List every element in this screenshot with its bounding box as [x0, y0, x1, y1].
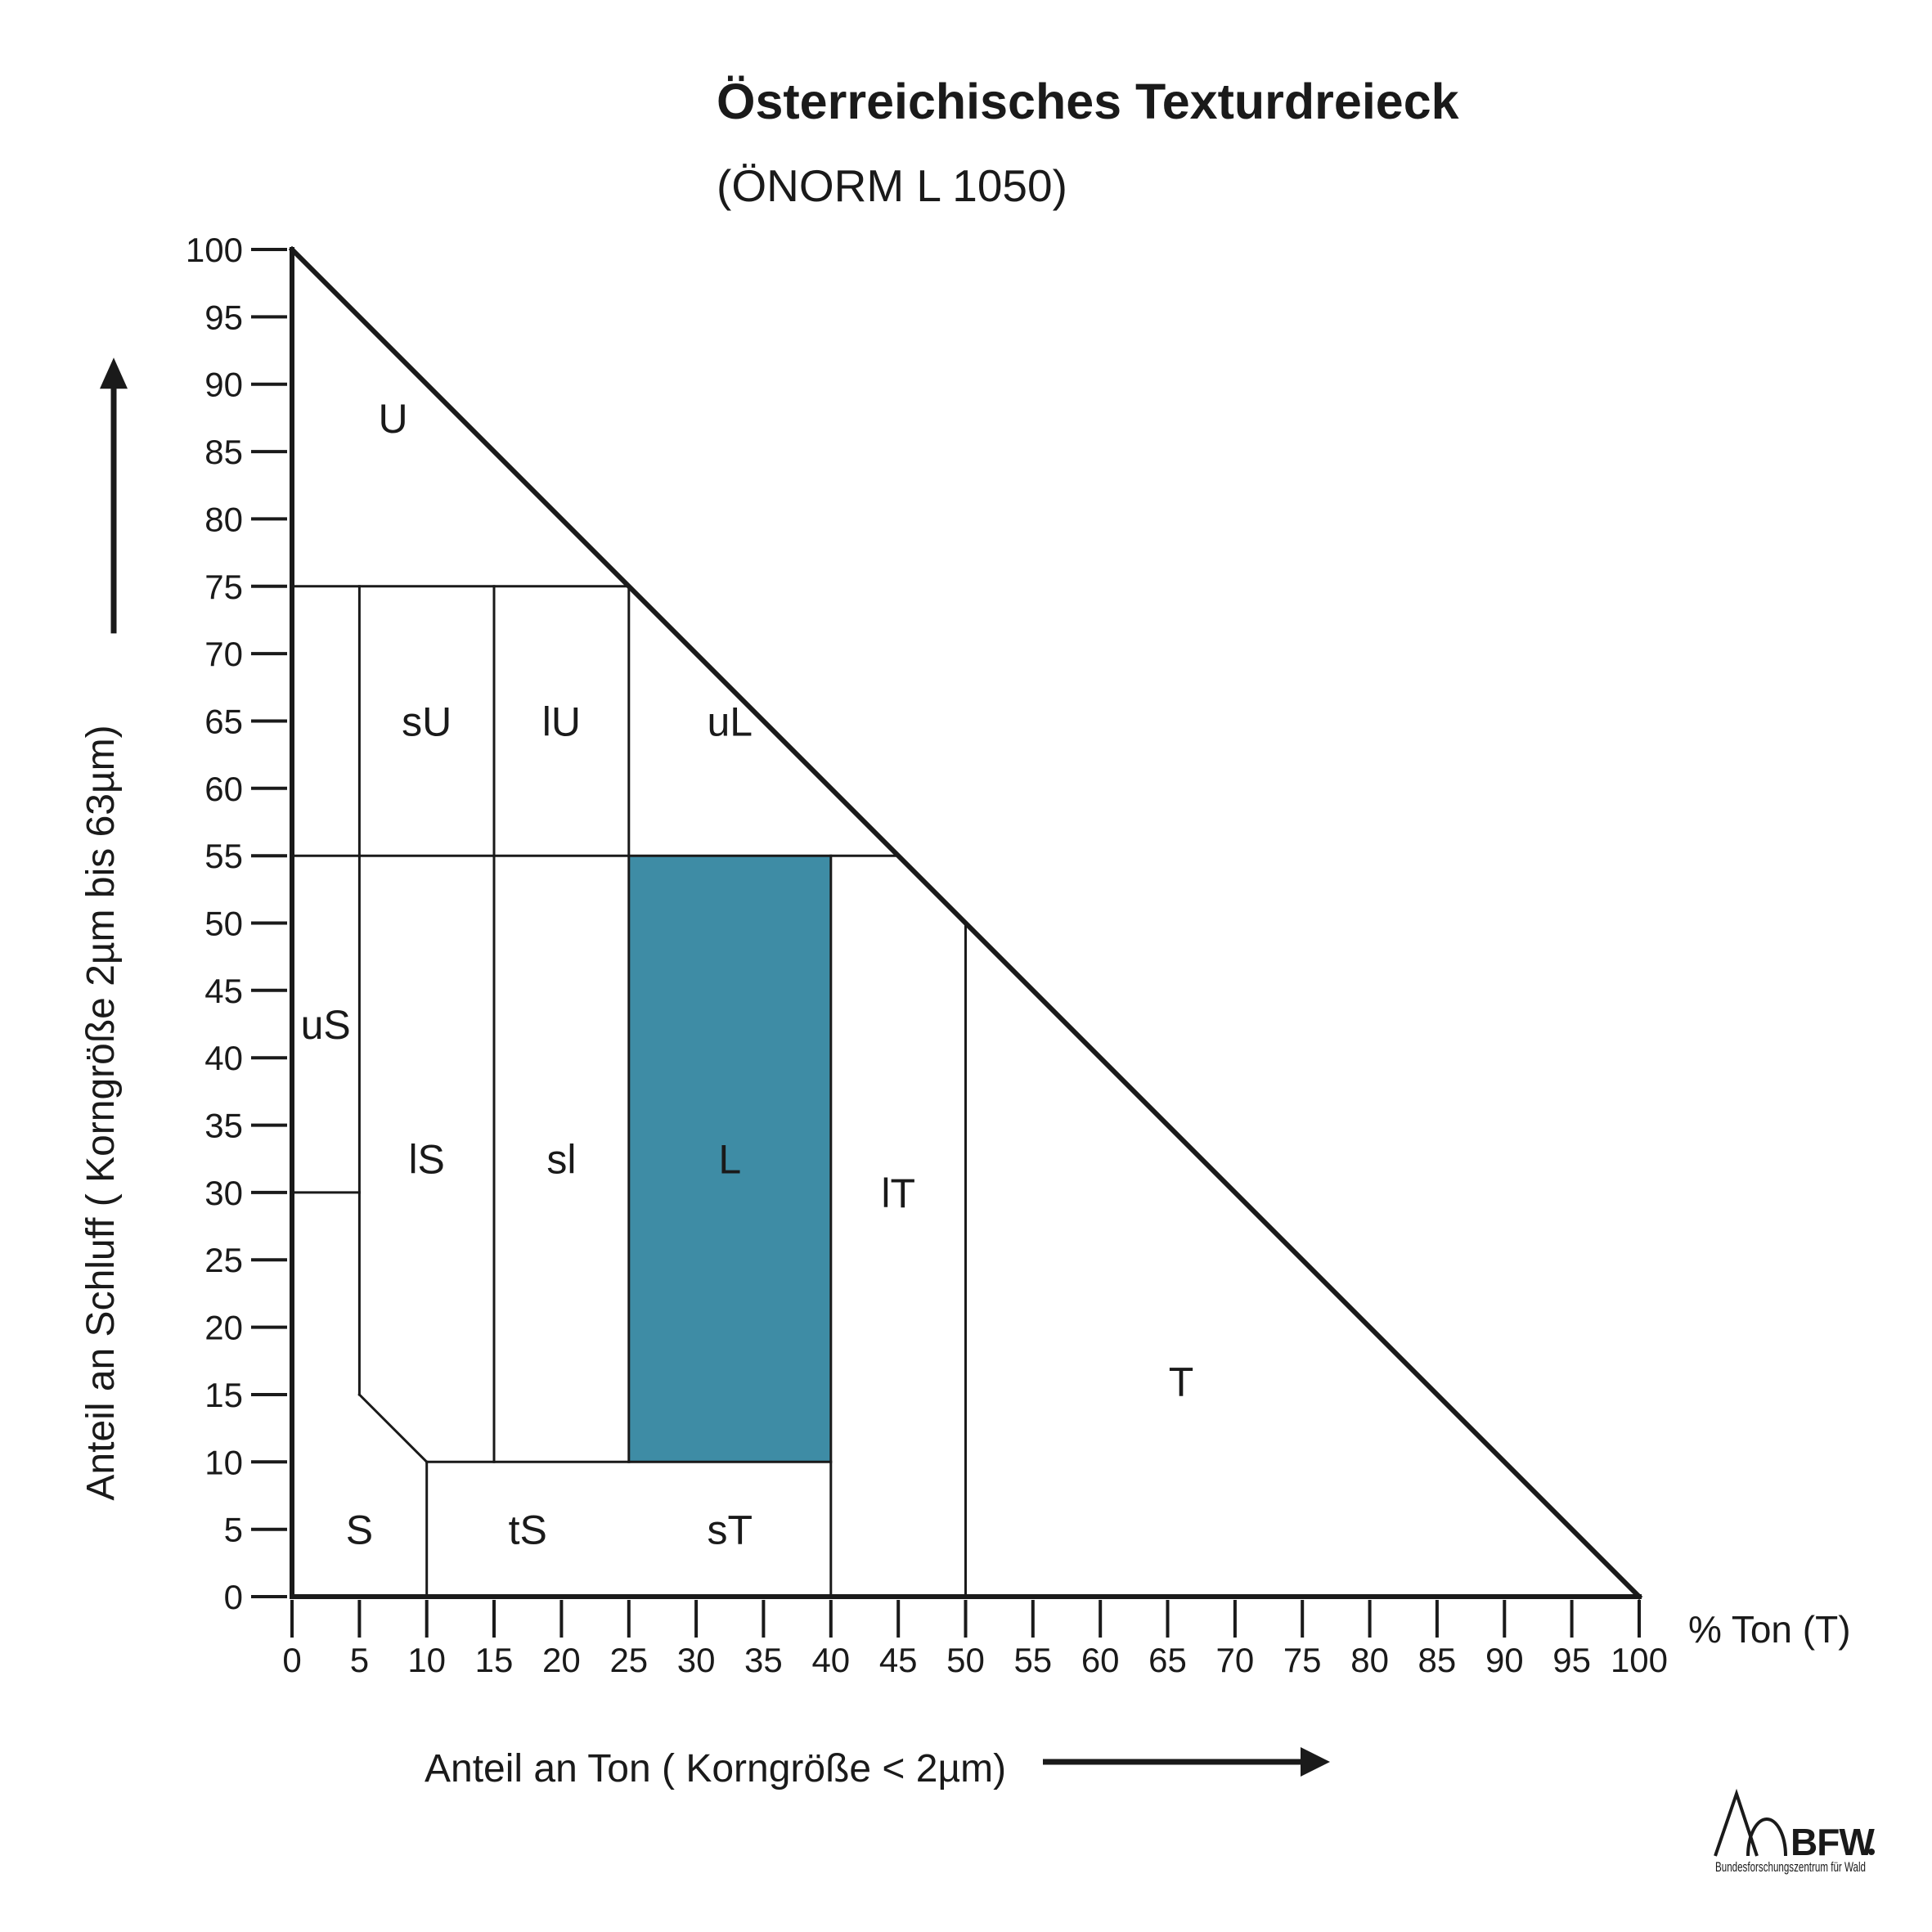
svg-text:40: 40 [204, 1039, 243, 1077]
svg-text:50: 50 [204, 905, 243, 943]
svg-text:20: 20 [204, 1309, 243, 1347]
svg-text:% Ton (T): % Ton (T) [1688, 1608, 1851, 1651]
svg-text:30: 30 [204, 1174, 243, 1212]
svg-text:65: 65 [204, 703, 243, 741]
svg-text:70: 70 [204, 635, 243, 673]
svg-text:sU: sU [402, 699, 452, 745]
svg-text:35: 35 [204, 1107, 243, 1145]
svg-text:35: 35 [744, 1641, 783, 1679]
svg-text:25: 25 [204, 1241, 243, 1279]
svg-text:Anteil an Ton ( Korngröße < 2µ: Anteil an Ton ( Korngröße < 2µm) [425, 1747, 1006, 1790]
svg-text:60: 60 [204, 770, 243, 808]
svg-text:75: 75 [1283, 1641, 1322, 1679]
svg-text:BFW: BFW [1790, 1821, 1875, 1863]
svg-text:L: L [718, 1137, 741, 1183]
svg-text:T: T [1169, 1359, 1194, 1405]
svg-text:60: 60 [1081, 1641, 1120, 1679]
svg-text:45: 45 [879, 1641, 918, 1679]
svg-text:40: 40 [811, 1641, 850, 1679]
svg-text:90: 90 [1485, 1641, 1524, 1679]
svg-text:uS: uS [301, 1002, 351, 1048]
svg-text:lS: lS [408, 1137, 444, 1183]
svg-text:15: 15 [204, 1376, 243, 1414]
svg-text:70: 70 [1216, 1641, 1255, 1679]
svg-text:0: 0 [224, 1578, 243, 1616]
svg-text:65: 65 [1148, 1641, 1187, 1679]
svg-text:90: 90 [204, 366, 243, 404]
svg-text:sT: sT [708, 1507, 753, 1553]
svg-text:85: 85 [1418, 1641, 1457, 1679]
svg-text:85: 85 [204, 433, 243, 471]
svg-text:80: 80 [1350, 1641, 1389, 1679]
svg-text:tS: tS [509, 1507, 547, 1553]
svg-text:50: 50 [946, 1641, 985, 1679]
svg-text:5: 5 [350, 1641, 369, 1679]
svg-text:75: 75 [204, 568, 243, 606]
svg-text:95: 95 [1552, 1641, 1591, 1679]
svg-text:80: 80 [204, 500, 243, 538]
svg-text:0: 0 [282, 1641, 301, 1679]
svg-text:55: 55 [1013, 1641, 1052, 1679]
svg-text:Anteil an Schluff ( Korngröße: Anteil an Schluff ( Korngröße 2µm bis 63… [79, 725, 123, 1500]
svg-text:100: 100 [186, 231, 243, 269]
svg-text:10: 10 [407, 1641, 446, 1679]
svg-text:lT: lT [881, 1170, 915, 1216]
svg-text:sl: sl [546, 1137, 576, 1183]
svg-text:S: S [346, 1507, 373, 1553]
svg-text:uL: uL [707, 699, 753, 745]
svg-text:5: 5 [224, 1511, 243, 1549]
svg-text:95: 95 [204, 298, 243, 336]
svg-text:U: U [378, 396, 407, 442]
svg-text:100: 100 [1611, 1641, 1668, 1679]
svg-text:10: 10 [204, 1443, 243, 1481]
svg-text:45: 45 [204, 972, 243, 1010]
svg-text:20: 20 [542, 1641, 581, 1679]
svg-text:lU: lU [542, 699, 581, 745]
svg-text:15: 15 [475, 1641, 514, 1679]
svg-text:55: 55 [204, 837, 243, 875]
svg-text:30: 30 [677, 1641, 716, 1679]
svg-text:Bundesforschungszentrum für Wa: Bundesforschungszentrum für Wald [1715, 1859, 1866, 1875]
svg-text:25: 25 [609, 1641, 648, 1679]
